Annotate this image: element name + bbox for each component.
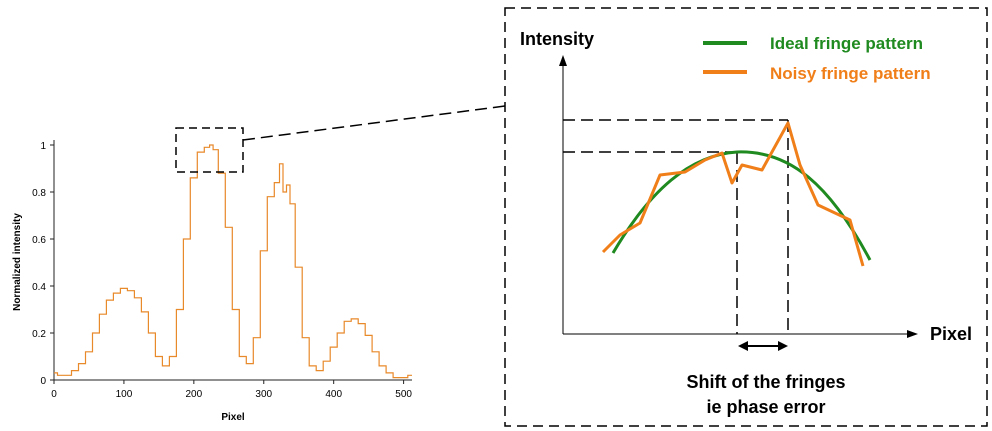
left-plot-series xyxy=(54,144,412,379)
intensity-axis-arrow-icon xyxy=(559,55,567,66)
zoom-panel-frame xyxy=(504,7,988,427)
zoom-box xyxy=(175,127,244,173)
zoom-connector-line xyxy=(242,105,506,141)
y-tick-label: 1 xyxy=(40,141,46,152)
legend-noisy-label: Noisy fringe pattern xyxy=(770,64,931,83)
shift-caption-line2: ie phase error xyxy=(706,397,825,417)
shift-arrow-left-icon xyxy=(738,341,748,351)
left-plot: 0 100 200 300 400 500 0 0.2 0.4 0.6 0.8 1 Pixel Nor… xyxy=(12,140,412,423)
noisy-fringe-curve xyxy=(601,121,865,267)
y-tick-label: 0 xyxy=(40,376,46,387)
shift-arrow-right-icon xyxy=(778,341,788,351)
left-plot-xlabel: Pixel xyxy=(221,412,245,423)
intensity-axis-label: Intensity xyxy=(520,29,594,49)
x-tick-label: 300 xyxy=(255,389,272,400)
legend-ideal-label: Ideal fringe pattern xyxy=(770,34,923,53)
x-tick-label: 0 xyxy=(51,389,57,400)
x-tick-label: 400 xyxy=(325,389,342,400)
x-tick-label: 500 xyxy=(395,389,412,400)
y-tick-label: 0.4 xyxy=(32,282,46,293)
y-tick-label: 0.6 xyxy=(32,235,46,246)
legend: Ideal fringe pattern Noisy fringe patter… xyxy=(703,34,931,83)
intensity-profile-line xyxy=(54,144,412,379)
x-tick-label: 100 xyxy=(116,389,133,400)
left-plot-ticks: 0 100 200 300 400 500 0 0.2 0.4 0.6 0.8 1 xyxy=(32,141,412,400)
y-tick-label: 0.2 xyxy=(32,329,46,340)
y-tick-label: 0.8 xyxy=(32,188,46,199)
right-diagram: Intensity Pixel Ideal fringe pattern Noi… xyxy=(504,7,988,427)
shift-caption-line1: Shift of the fringes xyxy=(687,372,846,392)
left-plot-ylabel: Normalized intensity xyxy=(12,213,23,311)
x-tick-label: 200 xyxy=(186,389,203,400)
pixel-axis-arrow-icon xyxy=(907,330,918,338)
pixel-axis-label: Pixel xyxy=(930,324,972,344)
